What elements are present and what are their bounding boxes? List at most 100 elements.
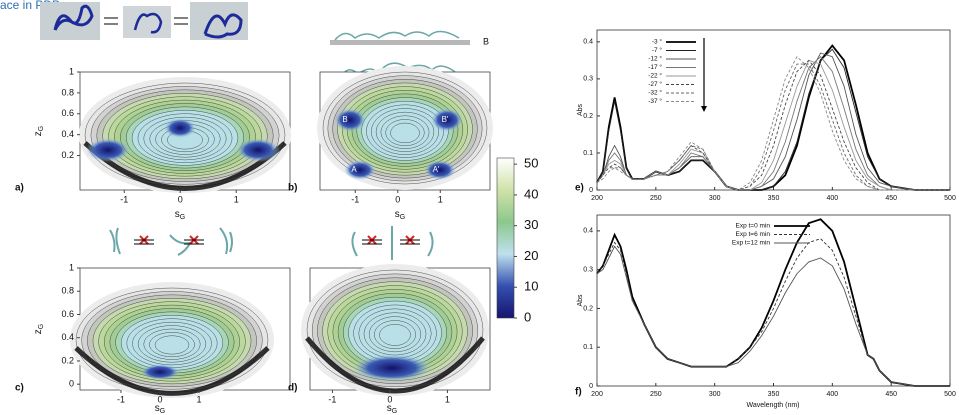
x-axis-label: sG bbox=[395, 209, 405, 221]
x-tick-label: -1 bbox=[120, 194, 128, 204]
x-axis-label-sub: G bbox=[392, 408, 397, 415]
y-axis-label: zG bbox=[33, 126, 45, 136]
panel-label: b) bbox=[288, 183, 297, 194]
x-axis-label-main: s bbox=[175, 209, 180, 220]
y-tick-label: 0.6 bbox=[61, 108, 74, 118]
y-axis-label-sub: G bbox=[38, 126, 45, 131]
y-tick-label: 0.6 bbox=[61, 309, 74, 319]
colorbar-label: 0 bbox=[524, 309, 531, 324]
basin bbox=[352, 354, 432, 382]
y-tick-label: 0.3 bbox=[583, 267, 593, 274]
y-tick-label: 0.2 bbox=[61, 355, 74, 365]
y-tick-label: 0.4 bbox=[61, 129, 74, 139]
contour-line bbox=[379, 324, 411, 346]
x-axis-label-main: s bbox=[155, 403, 160, 414]
y-tick-label: 0.2 bbox=[583, 113, 593, 120]
y-tick-label: 0 bbox=[69, 379, 74, 389]
x-tick-label: -1 bbox=[351, 194, 359, 204]
series-line bbox=[596, 218, 950, 387]
y-tick-label: 0 bbox=[589, 187, 593, 194]
x-tick-label: 1 bbox=[197, 394, 202, 404]
x-tick-label: 450 bbox=[885, 195, 897, 202]
x-axis-label: Wavelength (nm) bbox=[746, 402, 799, 409]
basin bbox=[140, 364, 180, 380]
y-axis-label-main: z bbox=[33, 329, 44, 334]
x-tick-label: 0 bbox=[178, 194, 183, 204]
panel-label: a) bbox=[15, 183, 24, 194]
x-axis-label-sub: G bbox=[180, 214, 185, 221]
y-tick-label: 1 bbox=[69, 66, 74, 76]
x-tick-label: 0 bbox=[158, 394, 163, 404]
x-tick-label: 350 bbox=[768, 195, 780, 202]
y-tick-label: 0.8 bbox=[61, 87, 74, 97]
x-tick-label: 250 bbox=[650, 195, 662, 202]
x-tick-label: 1 bbox=[445, 394, 450, 404]
legend-label: -27 ° bbox=[648, 80, 662, 88]
y-tick-label: 0.3 bbox=[583, 76, 593, 83]
basin bbox=[236, 138, 280, 162]
y-tick-label: 0.8 bbox=[61, 286, 74, 296]
panel-label: e) bbox=[575, 183, 584, 194]
y-tick-label: 0.2 bbox=[61, 150, 74, 160]
x-axis-label-main: s bbox=[395, 209, 400, 220]
basin bbox=[334, 108, 366, 132]
y-tick-label: 0.1 bbox=[583, 150, 593, 157]
legend-label: -12 ° bbox=[648, 55, 662, 63]
y-tick-label: 0.4 bbox=[61, 332, 74, 342]
x-tick-label: 400 bbox=[826, 195, 838, 202]
contour-line bbox=[154, 335, 190, 355]
x-tick-label: 450 bbox=[885, 391, 897, 398]
x-tick-label: 400 bbox=[826, 391, 838, 398]
legend-arrow-head bbox=[701, 106, 707, 112]
x-tick-label: 200 bbox=[591, 391, 603, 398]
surface-edge bbox=[74, 346, 270, 396]
legend-label: Exp t=0 min bbox=[735, 223, 770, 230]
x-tick-label: 350 bbox=[768, 391, 780, 398]
y-axis-label-main: z bbox=[33, 131, 44, 136]
colorbar bbox=[496, 157, 515, 319]
x-tick-label: -1 bbox=[117, 394, 125, 404]
y-tick-label: 0.4 bbox=[583, 228, 593, 235]
x-tick-label: 1 bbox=[438, 194, 443, 204]
colorbar-label: 30 bbox=[524, 217, 538, 232]
y-axis-label: Abs bbox=[577, 294, 584, 307]
x-axis-label: sG bbox=[175, 209, 185, 221]
y-tick-label: 1 bbox=[69, 262, 74, 272]
x-axis-label-sub: G bbox=[400, 214, 405, 221]
contour-line bbox=[390, 122, 420, 144]
x-tick-label: 200 bbox=[591, 195, 603, 202]
x-tick-label: 300 bbox=[709, 391, 721, 398]
basin-label: B' bbox=[442, 115, 449, 124]
colorbar-label: 10 bbox=[524, 279, 538, 294]
surface-edge bbox=[305, 336, 485, 394]
legend-label: -7 ° bbox=[652, 46, 663, 54]
panel-label: c) bbox=[15, 383, 24, 394]
x-tick-label: 0 bbox=[387, 394, 392, 404]
basin bbox=[424, 160, 456, 180]
y-axis-label-sub: G bbox=[38, 324, 45, 329]
x-tick-label: 0 bbox=[395, 194, 400, 204]
colorbar-label: 50 bbox=[524, 156, 538, 171]
x-tick-label: 500 bbox=[944, 391, 956, 398]
y-axis-label: zG bbox=[33, 324, 45, 334]
basin bbox=[86, 138, 130, 162]
legend-label: -32 ° bbox=[648, 89, 662, 97]
series-line bbox=[596, 238, 950, 387]
legend-label: -22 ° bbox=[648, 72, 662, 80]
legend-label: -3 ° bbox=[652, 38, 663, 46]
basin bbox=[164, 118, 196, 138]
basin-label: B bbox=[342, 115, 347, 124]
x-tick-label: -1 bbox=[328, 394, 336, 404]
x-axis-label: sG bbox=[155, 403, 165, 415]
y-tick-label: 0.4 bbox=[583, 39, 593, 46]
panel-label: f) bbox=[575, 387, 582, 398]
basin bbox=[344, 160, 376, 180]
panel-label: d) bbox=[288, 383, 297, 394]
legend-label: Exp t=6 min bbox=[735, 231, 770, 238]
x-tick-label: 500 bbox=[944, 195, 956, 202]
x-axis-label: sG bbox=[387, 403, 397, 415]
y-tick-label: 0.1 bbox=[583, 344, 593, 351]
legend-label: -17 ° bbox=[648, 63, 662, 71]
